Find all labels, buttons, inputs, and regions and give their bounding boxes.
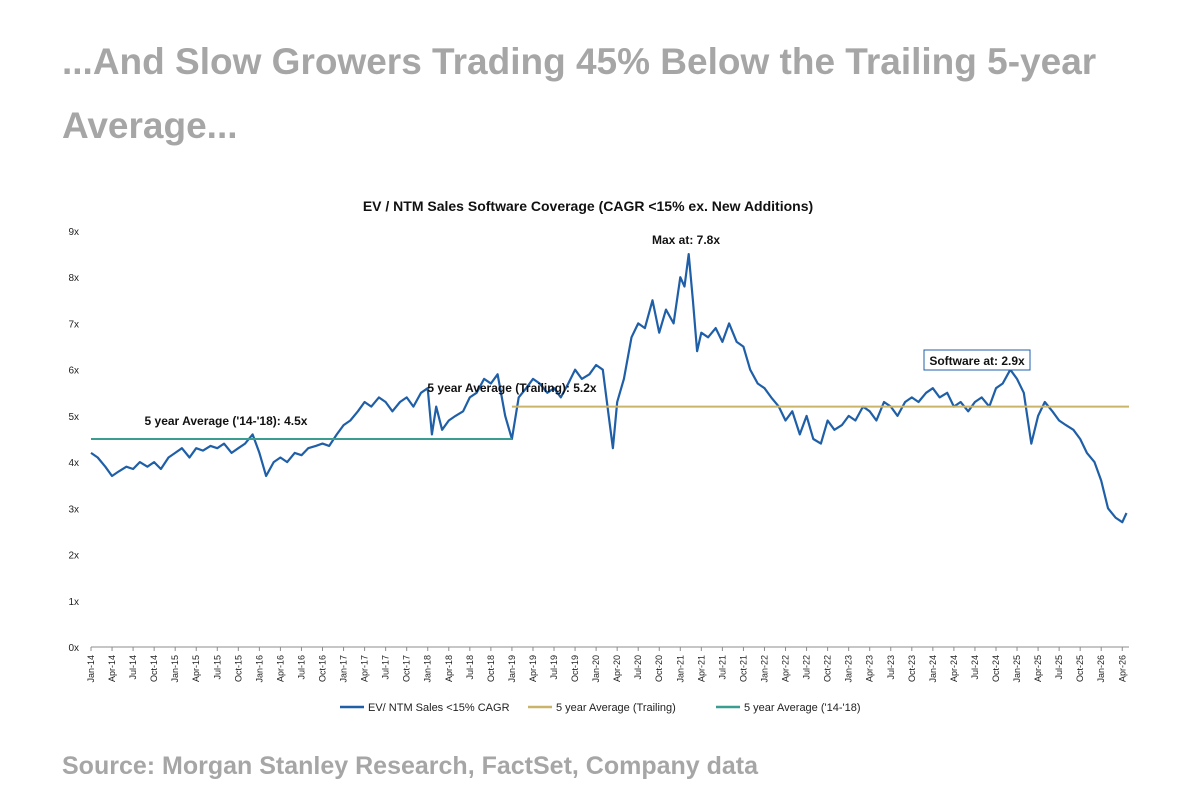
x-tick-label: Jul-17 (381, 655, 391, 680)
x-tick-label: Jul-18 (465, 655, 475, 680)
x-tick-label: Jan-21 (675, 655, 685, 683)
x-tick-label: Jul-15 (212, 655, 222, 680)
x-tick-label: Oct-19 (570, 655, 580, 682)
current-label-box (923, 349, 1031, 371)
source-note: Source: Morgan Stanley Research, FactSet… (62, 752, 759, 780)
x-tick-label: Jan-15 (170, 655, 180, 683)
x-tick-label: Oct-23 (907, 655, 917, 682)
y-tick-label: 7x (68, 319, 79, 330)
x-tick-label: Jan-16 (254, 655, 264, 683)
chart-axes: 0x 1x 2x 3x 4x 5x 6x 7x 8x 9x Jan-14 Apr-14 Jul-14 Oc… (68, 227, 1129, 683)
x-tick-label: Oct-20 (654, 655, 664, 682)
y-tick-label: 3x (68, 504, 79, 515)
x-tick-label: Apr-16 (275, 655, 285, 682)
y-tick-label: 1x (68, 597, 79, 608)
x-tick-label: Oct-25 (1075, 655, 1085, 682)
x-tick-label: Jan-22 (759, 655, 769, 683)
x-tick-label: Jan-25 (1012, 655, 1022, 683)
trailing-avg-label: 5 year Average (Trailing): 5.2x (427, 381, 597, 395)
x-tick-label: Oct-24 (991, 655, 1001, 682)
x-tick-label: Apr-20 (612, 655, 622, 682)
x-tick-label: Jul-19 (549, 655, 559, 680)
x-tick-label: Apr-25 (1033, 655, 1043, 682)
x-tick-label: Oct-22 (823, 655, 833, 682)
x-tick-label: Oct-18 (486, 655, 496, 682)
x-tick-label: Jan-14 (86, 655, 96, 683)
x-tick-label: Jan-18 (423, 655, 433, 683)
x-tick-label: Jul-22 (802, 655, 812, 680)
x-tick-label: Apr-26 (1117, 655, 1127, 682)
x-tick-label: Apr-21 (696, 655, 706, 682)
x-tick-label: Jul-25 (1054, 655, 1064, 680)
x-tick-label: Oct-15 (233, 655, 243, 682)
x-tick-label: Oct-21 (738, 655, 748, 682)
x-tick-label: Apr-19 (528, 655, 538, 682)
x-tick-label: Apr-17 (360, 655, 370, 682)
current-label: Software at: 2.9x (929, 354, 1025, 368)
x-tick-label: Apr-24 (949, 655, 959, 682)
x-tick-label: Apr-15 (191, 655, 201, 682)
y-tick-label: 6x (68, 366, 79, 377)
max-label: Max at: 7.8x (652, 233, 720, 247)
x-tick-label: Apr-18 (444, 655, 454, 682)
series-layer (90, 253, 1129, 524)
x-tick-label: Jul-23 (886, 655, 896, 680)
x-tick-label: Jan-23 (844, 655, 854, 683)
legend-label: 5 year Average (Trailing) (556, 702, 676, 714)
x-tick-label: Apr-22 (781, 655, 791, 682)
x-tick-label: Oct-14 (149, 655, 159, 682)
main-series-line (90, 253, 1128, 524)
y-tick-label: 9x (68, 227, 79, 238)
legend: EV/ NTM Sales <15% CAGR 5 year Average (T… (340, 702, 861, 714)
x-tick-label: Jul-21 (717, 655, 727, 680)
x-tick-label: Jan-20 (591, 655, 601, 683)
y-tick-label: 5x (68, 412, 79, 423)
x-tick-label: Apr-23 (865, 655, 875, 682)
y-tick-label: 4x (68, 458, 79, 469)
x-tick-label: Jan-24 (928, 655, 938, 683)
annotation-layer: 5 year Average ('14-'18): 4.5x 5 year Av… (145, 233, 1031, 428)
x-tick-label: Oct-16 (318, 655, 328, 682)
x-tick-label: Jul-16 (296, 655, 306, 680)
x-tick-label: Jan-26 (1096, 655, 1106, 683)
y-tick-label: 2x (68, 551, 79, 562)
x-tick-label: Jul-24 (970, 655, 980, 680)
legend-label: 5 year Average ('14-'18) (744, 702, 861, 714)
x-tick-label: Jan-17 (339, 655, 349, 683)
x-tick-label: Jul-20 (633, 655, 643, 680)
x-tick-label: Jan-19 (507, 655, 517, 683)
avg-14-18-label: 5 year Average ('14-'18): 4.5x (145, 414, 308, 428)
x-tick-label: Jul-14 (128, 655, 138, 680)
y-tick-label: 8x (68, 273, 79, 284)
x-tick-label: Oct-17 (402, 655, 412, 682)
y-tick-label: 0x (68, 643, 79, 654)
chart-title: EV / NTM Sales Software Coverage (CAGR <… (363, 198, 813, 214)
legend-label: EV/ NTM Sales <15% CAGR (368, 702, 510, 714)
x-tick-label: Apr-14 (107, 655, 117, 682)
headline: ...And Slow Growers Trading 45% Below th… (62, 41, 1097, 146)
